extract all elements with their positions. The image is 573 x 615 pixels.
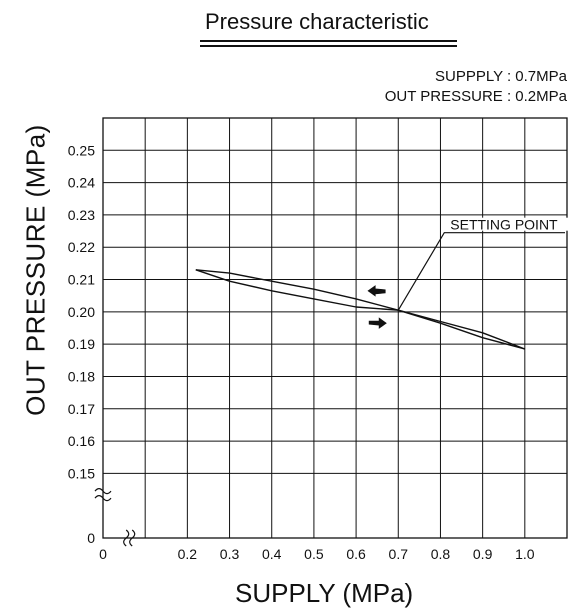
y-tick-label: 0.20 bbox=[68, 304, 95, 320]
setting-point-leader-line bbox=[397, 232, 565, 311]
y-tick-label: 0.18 bbox=[68, 368, 95, 384]
setting-point-label-background bbox=[448, 217, 573, 231]
title-underline bbox=[200, 40, 457, 42]
x-tick-label: 0.7 bbox=[389, 546, 409, 562]
arrow-increasing-icon bbox=[368, 317, 387, 329]
condition-supply: SUPPPLY : 0.7MPa bbox=[434, 68, 567, 85]
x-tick-label: 0.4 bbox=[262, 546, 282, 562]
series-line-2 bbox=[195, 269, 525, 350]
chart-title: Pressure characteristic bbox=[205, 9, 429, 34]
y-tick-label: 0.16 bbox=[68, 433, 95, 449]
title-underline-2 bbox=[200, 45, 457, 47]
x-axis-label: SUPPLY (MPa) bbox=[235, 578, 414, 608]
y-axis-break-mark bbox=[94, 488, 112, 495]
x-tick-label: 0 bbox=[99, 546, 107, 562]
y-tick-label: 0.24 bbox=[68, 175, 95, 191]
y-axis-break-mark bbox=[94, 495, 112, 502]
y-tick-label: 0.15 bbox=[68, 465, 95, 481]
plot-frame bbox=[102, 117, 568, 539]
setting-point-label: SETTING POINT bbox=[450, 217, 558, 233]
condition-out-pressure: OUT PRESSURE : 0.2MPa bbox=[384, 88, 567, 105]
x-tick-label: 0.3 bbox=[220, 546, 240, 562]
x-tick-label: 0.2 bbox=[178, 546, 198, 562]
x-tick-label: 0.9 bbox=[473, 546, 493, 562]
x-tick-label: 0.8 bbox=[431, 546, 451, 562]
x-axis-break-mark bbox=[123, 529, 130, 547]
y-tick-label: 0.19 bbox=[68, 336, 95, 352]
x-tick-label: 0.6 bbox=[346, 546, 366, 562]
series-line-1 bbox=[195, 269, 526, 350]
x-axis-break-mark bbox=[129, 529, 136, 547]
x-tick-label: 0.5 bbox=[304, 546, 324, 562]
arrow-decreasing-icon bbox=[367, 285, 386, 297]
y-tick-label: 0.23 bbox=[68, 207, 95, 223]
y-tick-label: 0.25 bbox=[68, 142, 95, 158]
y-tick-label: 0.21 bbox=[68, 272, 95, 288]
y-tick-label: 0.22 bbox=[68, 239, 95, 255]
y-tick-label: 0 bbox=[87, 530, 95, 546]
y-tick-label: 0.17 bbox=[68, 401, 95, 417]
x-tick-label: 1.0 bbox=[515, 546, 535, 562]
